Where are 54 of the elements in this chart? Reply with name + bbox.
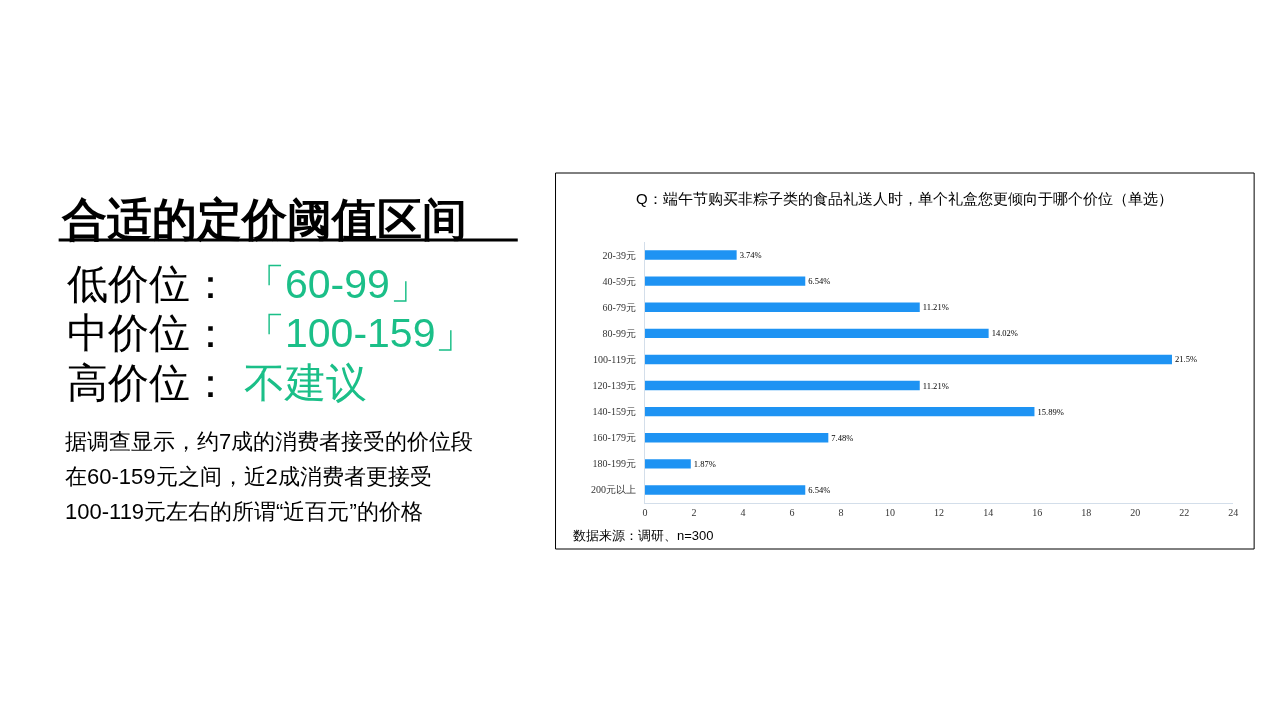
x-tick-label: 4: [740, 507, 746, 518]
data-label: 1.87%: [693, 458, 716, 469]
data-label: 6.54%: [808, 276, 831, 287]
bar: [644, 354, 1172, 365]
y-tick-label: 180-199元: [592, 458, 636, 470]
y-tick-label: 120-139元: [592, 380, 636, 392]
y-tick-label: 160-179元: [592, 432, 636, 444]
text: 「100-159」: [244, 310, 477, 356]
y-tick-label: 80-99元: [602, 327, 636, 339]
bar: [644, 433, 829, 443]
x-tick-label: 18: [1081, 507, 1092, 518]
y-tick-label: 200元以上: [590, 484, 636, 496]
text: 中价位：: [67, 310, 231, 356]
text: 「60-99」: [244, 261, 431, 307]
bar: [644, 302, 920, 312]
y-tick-label: 40-59元: [602, 275, 636, 287]
x-tick-label: 14: [983, 507, 994, 518]
bar: [644, 406, 1035, 417]
x-tick-label: 12: [934, 507, 945, 518]
text: 100-119元左右的所谓“近百元”的价格: [65, 499, 423, 524]
data-label: 14.02%: [991, 328, 1018, 339]
x-tick-label: 22: [1179, 507, 1190, 518]
data-label: 7.48%: [831, 432, 854, 443]
y-tick-label: 60-79元: [602, 301, 636, 313]
data-label: 15.89%: [1037, 406, 1064, 417]
data-label: 6.54%: [808, 484, 831, 495]
text: 低价位：: [67, 261, 231, 307]
data-label: 21.5%: [1175, 354, 1198, 365]
x-tick-label: 6: [789, 507, 795, 518]
data-label: 3.74%: [739, 250, 762, 261]
bar: [644, 380, 920, 391]
x-tick-label: 10: [885, 507, 896, 518]
bar: [644, 250, 737, 260]
data-label: 11.21%: [922, 302, 949, 313]
x-tick-label: 8: [838, 507, 844, 518]
bar: [644, 485, 806, 495]
bar: [644, 276, 806, 286]
source-note: 数据来源：调研、n=300: [573, 528, 714, 543]
bar: [644, 459, 691, 469]
bar: [644, 328, 989, 339]
text: 高价位：: [67, 360, 231, 406]
x-tick-label: 0: [642, 507, 648, 518]
text: 据调查显示，约7成的消费者接受的价位段: [65, 429, 474, 454]
x-tick-label: 20: [1130, 507, 1141, 518]
x-tick-label: 2: [691, 507, 697, 518]
text: 在60-159元之间，近2成消费者更接受: [65, 464, 432, 489]
y-tick-label: 100-119元: [592, 353, 636, 365]
x-tick-label: 16: [1032, 507, 1043, 518]
data-label: 11.21%: [922, 380, 949, 391]
y-tick-label: 20-39元: [602, 249, 636, 261]
text: 不建议: [244, 360, 367, 406]
x-tick-label: 24: [1228, 507, 1239, 518]
chart-title: Q：端午节购买非粽子类的食品礼送人时，单个礼盒您更倾向于哪个价位（单选）: [636, 190, 1173, 207]
y-tick-label: 140-159元: [592, 406, 636, 418]
